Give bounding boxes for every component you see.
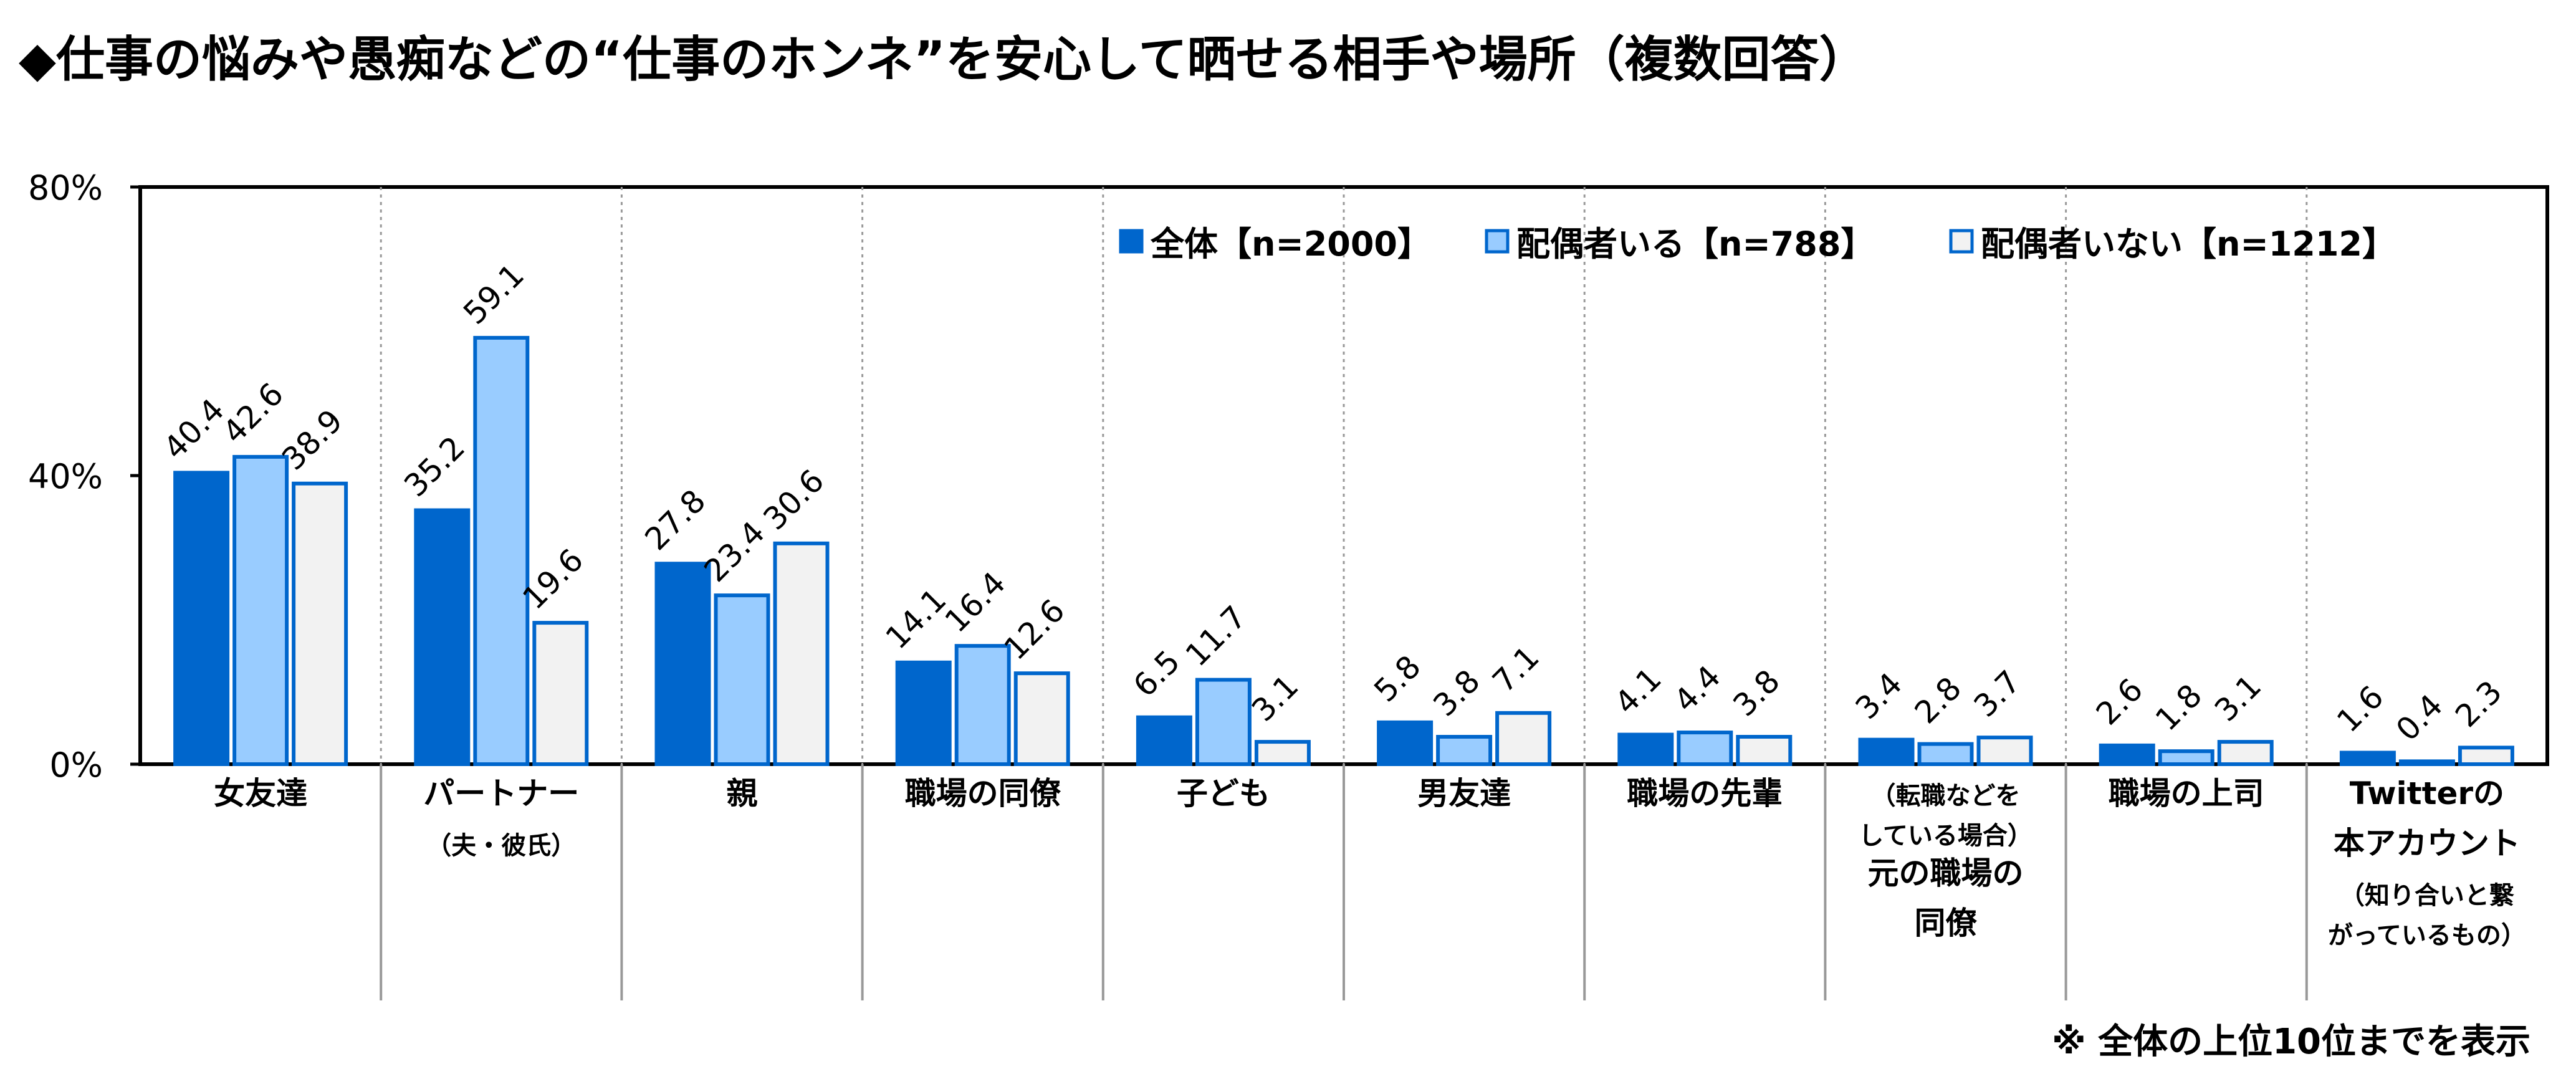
bar [1858, 737, 1915, 767]
bar [1136, 715, 1192, 766]
legend-swatch-unmarried [1949, 229, 1974, 254]
category-label: 職場の先輩 [1627, 775, 1783, 812]
bar [1013, 671, 1070, 767]
bar [2398, 759, 2455, 766]
bar [173, 471, 230, 766]
legend-label-unmarried: 配偶者いない【n=1212】 [1981, 224, 2396, 264]
footnote: ※ 全体の上位10位までを表示 [2052, 1022, 2531, 1062]
category-label: （知り合いと繋 [2340, 881, 2515, 910]
category-label: 同僚 [1915, 905, 1978, 941]
bar [2158, 749, 2214, 767]
legend-swatch-all [1119, 229, 1144, 254]
chart-title: ◆仕事の悩みや愚痴などの“仕事のホンネ”を安心して晒せる相手や場所（複数回答） [19, 32, 1868, 88]
bar [232, 454, 289, 767]
category-label: （転職などを [1871, 782, 2021, 810]
bar [2458, 745, 2514, 766]
category-labels: 女友達 パートナー （夫・彼氏） 親 職場の同僚 子ども 男友達 職場の先輩 （転職などをしてい… [214, 775, 2526, 950]
y-axis-ticks: 0% 40% 80% [28, 168, 140, 785]
bar [292, 481, 348, 766]
bar [1917, 742, 1974, 766]
bar [714, 593, 770, 767]
category-label: Twitterの [2350, 775, 2504, 812]
bar [1254, 740, 1311, 767]
category-label: 女友達 [214, 775, 307, 812]
category-label: 職場の同僚 [905, 775, 1061, 812]
bar [1377, 720, 1434, 766]
legend-label-married: 配偶者いる【n=788】 [1516, 224, 1874, 264]
category-label: 親 [727, 775, 758, 812]
bar [1677, 731, 1733, 766]
bar [1436, 735, 1493, 767]
bar [773, 541, 830, 766]
bars [173, 335, 2514, 767]
bar [1976, 736, 2033, 766]
category-label: がっているもの） [2328, 921, 2526, 950]
bar [532, 621, 589, 766]
bar [1617, 732, 1674, 766]
y-tick-label: 0% [49, 745, 103, 785]
legend-label-all: 全体【n=2000】 [1150, 224, 1431, 264]
category-dividers [380, 187, 2308, 1000]
bar [954, 644, 1011, 767]
category-label: 男友達 [1417, 775, 1511, 812]
category-label: 本アカウント [2334, 825, 2521, 861]
category-label: 子ども [1177, 775, 1270, 812]
y-tick-label: 80% [28, 168, 103, 208]
bar [1495, 711, 1552, 767]
bar [1195, 678, 1252, 767]
category-label: 職場の上司 [2109, 775, 2264, 812]
bar [1736, 735, 1793, 767]
bar [654, 562, 711, 767]
bar [473, 335, 530, 766]
legend-swatch-married [1485, 229, 1510, 254]
legend: 全体【n=2000】 配偶者いる【n=788】 配偶者いない【n=1212】 [1119, 224, 2396, 264]
category-label: 元の職場の [1868, 855, 2024, 891]
bar [2099, 743, 2155, 767]
category-label: （夫・彼氏） [426, 832, 576, 860]
bar [895, 660, 952, 766]
bar [414, 508, 471, 766]
category-label: している場合） [1859, 822, 2033, 850]
bar [2217, 740, 2274, 767]
bar [2339, 750, 2396, 766]
y-tick-label: 40% [28, 457, 103, 496]
category-label: パートナー [423, 775, 579, 812]
